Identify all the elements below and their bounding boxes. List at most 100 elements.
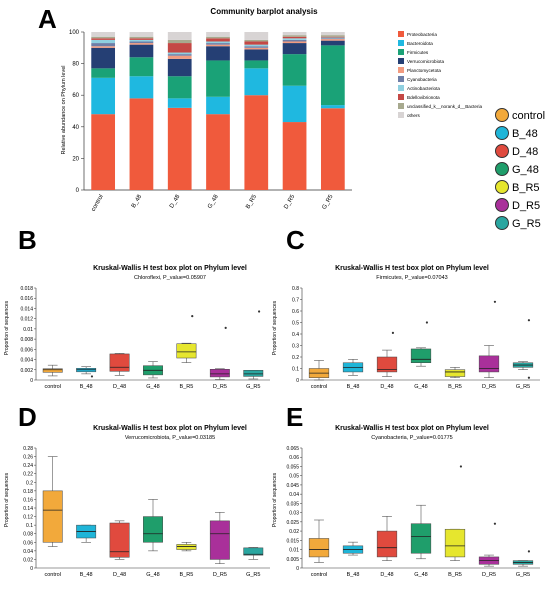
y-tick-label: 0.018 xyxy=(20,286,33,292)
y-axis-label: Proportion of sequences xyxy=(272,472,278,527)
box xyxy=(243,370,264,377)
x-tick-label: G_R5 xyxy=(322,193,335,210)
y-axis-label: Relative abundance on Phylum level xyxy=(61,66,67,155)
y-tick-label: 0.04 xyxy=(289,492,299,498)
bar-segment xyxy=(320,37,345,39)
bar-segment xyxy=(282,41,307,44)
box xyxy=(444,369,466,377)
box-plot-verrucomicrobiota: Kruskal-Wallis H test box plot on Phylum… xyxy=(4,425,270,578)
legend-marker xyxy=(495,126,509,140)
legend-label: B_R5 xyxy=(512,182,540,194)
legend-swatch xyxy=(398,40,404,46)
legend-label: Verrucomicrobiota xyxy=(407,59,444,64)
legend-label: Firmicutes xyxy=(407,50,429,55)
bar-segment xyxy=(244,44,269,47)
panel-letter-c: C xyxy=(286,225,305,255)
x-tick-label: B_R5 xyxy=(448,572,462,578)
legend-marker xyxy=(495,108,509,122)
outlier-point xyxy=(493,522,497,525)
bar-segment xyxy=(167,98,192,108)
x-tick-label: D_R5 xyxy=(283,193,296,210)
legend-label: Actinobacteriota xyxy=(407,86,440,91)
bar-segment xyxy=(91,114,116,190)
outlier-point xyxy=(527,550,531,553)
legend-marker xyxy=(495,216,509,230)
chart-subtitle: Verrucomicrobiota, P_value=0.03185 xyxy=(125,435,215,441)
bar-segment xyxy=(129,44,154,58)
bar-segment xyxy=(206,96,230,115)
bar-segment xyxy=(167,32,192,40)
x-tick-label: D_48 xyxy=(380,572,393,578)
box xyxy=(176,544,197,550)
panel-letter-d: D xyxy=(18,402,37,432)
chart-subtitle: Firmicutes, P_value=0.07043 xyxy=(376,275,447,281)
y-tick-label: 0.16 xyxy=(23,497,33,503)
bar-segment xyxy=(129,36,154,39)
x-tick-label: B_R5 xyxy=(180,572,194,578)
legend-label: B_48 xyxy=(512,128,538,140)
bar-segment xyxy=(244,32,269,40)
bar-segment xyxy=(129,32,154,37)
bar-segment xyxy=(167,58,192,77)
legend-marker xyxy=(495,180,509,194)
y-tick-label: 60 xyxy=(72,93,79,99)
y-tick-label: 0.22 xyxy=(23,472,33,478)
y-tick-label: 0.2 xyxy=(26,480,33,486)
legend-swatch xyxy=(398,58,404,64)
box xyxy=(109,522,130,558)
legend-label: Bdellovibrionota xyxy=(407,95,440,100)
chart-subtitle: Cyanobacteria, P_value=0.01775 xyxy=(371,435,453,441)
bar-segment xyxy=(282,122,307,190)
bar-segment xyxy=(91,38,116,40)
phylum-legend: Proteobacteria Bacteroidota Firmicutes Verr… xyxy=(398,31,483,118)
bar-segment xyxy=(320,35,345,37)
chart-title: Community barplot analysis xyxy=(210,7,318,16)
legend-swatch xyxy=(398,112,404,118)
x-tick-label: B_48 xyxy=(80,572,93,578)
legend-label: control xyxy=(512,110,545,122)
bar-segment xyxy=(244,47,269,50)
box xyxy=(209,520,230,560)
y-tick-label: 0.01 xyxy=(23,327,33,333)
y-tick-label: 0.035 xyxy=(286,501,299,507)
y-tick-label: 0.24 xyxy=(23,463,33,469)
bar-segment xyxy=(320,40,345,46)
bar-segment xyxy=(282,43,307,55)
bar-segment xyxy=(167,43,192,53)
outlier-point xyxy=(527,319,531,322)
y-tick-label: 0.06 xyxy=(289,455,299,461)
y-tick-label: 0.26 xyxy=(23,455,33,461)
outlier-point xyxy=(258,310,261,313)
bar-segment xyxy=(282,39,307,42)
bar-segment xyxy=(320,36,345,38)
chart-title: Kruskal-Wallis H test box plot on Phylum… xyxy=(93,425,247,432)
y-tick-label: 0.2 xyxy=(292,355,299,361)
bar-segment xyxy=(320,45,345,106)
y-tick-label: 0.008 xyxy=(20,337,33,343)
y-tick-label: 40 xyxy=(72,125,79,131)
x-tick-label: G_48 xyxy=(146,572,159,578)
legend-marker xyxy=(495,162,509,176)
bar-segment xyxy=(244,49,269,61)
legend-swatch xyxy=(398,67,404,73)
box-plot-cyanobacteria: Kruskal-Wallis H test box plot on Phylum… xyxy=(272,425,540,578)
bar-segment xyxy=(320,32,345,36)
y-tick-label: 0 xyxy=(30,566,33,572)
y-axis-label: Proportion of sequences xyxy=(4,472,10,527)
bar-segment xyxy=(244,60,269,69)
y-tick-label: 0.006 xyxy=(20,347,33,353)
y-tick-label: 0.8 xyxy=(292,286,299,292)
bar-segment xyxy=(206,44,230,47)
outlier-point xyxy=(527,376,531,379)
bar-segment xyxy=(244,95,269,190)
box xyxy=(478,355,500,373)
panel-letter-e: E xyxy=(286,402,303,432)
x-tick-label: D_48 xyxy=(113,384,126,390)
legend-marker xyxy=(495,198,509,212)
x-tick-label: G_48 xyxy=(146,384,159,390)
legend-swatch xyxy=(398,85,404,91)
bar-segment xyxy=(129,41,154,44)
legend-swatch xyxy=(398,103,404,109)
bar-segment xyxy=(282,54,307,86)
